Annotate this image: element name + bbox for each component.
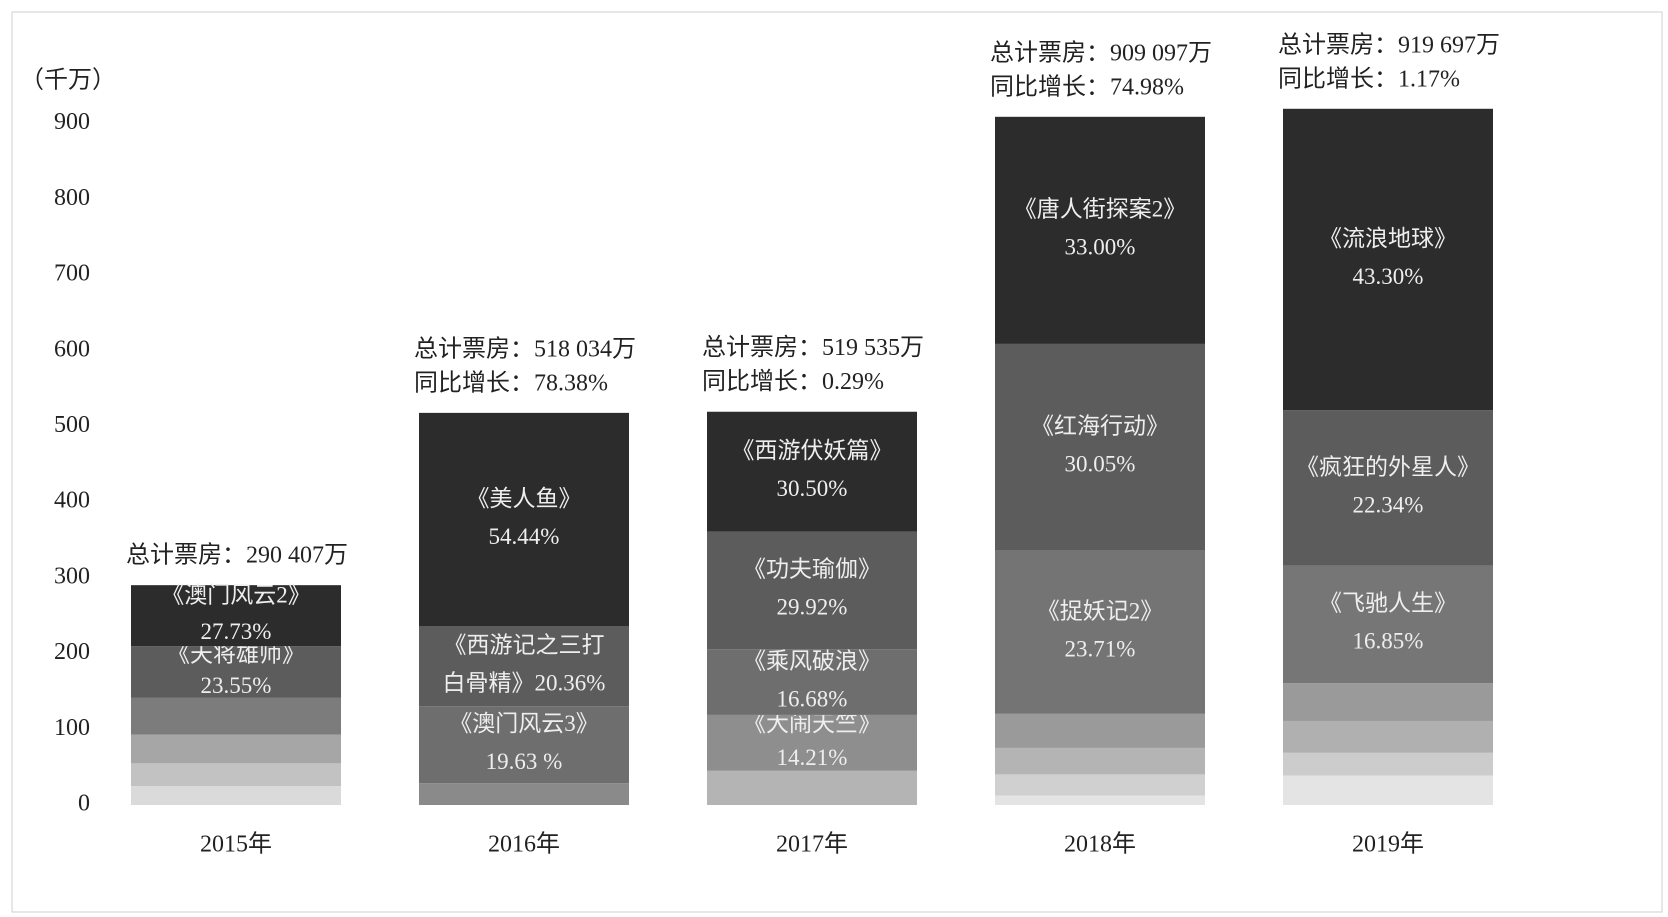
bar-segment [995, 550, 1205, 714]
segment-label: 23.71% [1065, 637, 1136, 662]
segment-label: 《捉妖记2》 [1037, 599, 1164, 624]
bar-segment [1283, 752, 1493, 776]
segment-label: 29.92% [777, 595, 848, 620]
segment-label: 22.34% [1353, 492, 1424, 517]
y-tick-label: 200 [54, 639, 90, 665]
segment-label: 《功夫瑜伽》 [743, 557, 881, 582]
x-tick-label: 2015年 [200, 831, 272, 858]
bar-segment [1283, 108, 1493, 411]
y-tick-label: 300 [54, 563, 90, 589]
segment-label: 《澳门风云3》 [449, 711, 599, 736]
y-tick-label: 100 [54, 715, 90, 741]
segment-label: 27.73% [201, 619, 272, 644]
total-annotation: 同比增长：1.17% [1278, 65, 1460, 92]
segment-label: 《唐人街探案2》 [1014, 197, 1187, 222]
bar-segment [1283, 565, 1493, 684]
bar-segment [131, 786, 341, 805]
total-annotation: 总计票房：919 697万 [1278, 31, 1500, 58]
segment-label: 《乘风破浪》 [743, 648, 881, 673]
segment-label: 《美人鱼》 [467, 486, 582, 511]
x-tick-label: 2017年 [776, 831, 848, 858]
y-tick-label: 0 [78, 791, 90, 817]
segment-label: 16.68% [777, 686, 848, 711]
segment-label: 43.30% [1353, 264, 1424, 289]
segment-label: 30.50% [777, 476, 848, 501]
total-annotation: 总计票房：518 034万 [414, 335, 636, 362]
x-tick-label: 2018年 [1064, 831, 1136, 858]
bar-segment [995, 795, 1205, 805]
bar-segment [131, 646, 341, 698]
bar-segment [707, 531, 917, 650]
segment-label: 《西游伏妖篇》 [732, 438, 893, 463]
total-annotation: 总计票房：519 535万 [702, 334, 924, 361]
bar-segment [131, 585, 341, 647]
total-annotation: 同比增长：78.38% [414, 369, 608, 396]
total-annotation: 同比增长：74.98% [990, 73, 1184, 100]
bar-segment [995, 116, 1205, 344]
segment-label: 30.05% [1065, 452, 1136, 477]
segment-label: 16.85% [1353, 629, 1424, 654]
total-annotation: 同比增长：0.29% [702, 368, 884, 395]
bar-segment [995, 774, 1205, 796]
bar-segment [995, 713, 1205, 748]
bar-segment [707, 770, 917, 805]
total-annotation: 总计票房：290 407万 [126, 542, 348, 569]
bar-segment [419, 706, 629, 784]
y-tick-label: 700 [54, 261, 90, 287]
bar-segment [1283, 720, 1493, 753]
y-tick-label: 500 [54, 412, 90, 438]
segment-label: 54.44% [489, 524, 560, 549]
segment-label: 33.00% [1065, 235, 1136, 260]
x-tick-label: 2016年 [488, 831, 560, 858]
bar-segment [707, 714, 917, 771]
segment-label: 《流浪地球》 [1319, 226, 1457, 251]
segment-label: 《大闹天竺》 [743, 711, 881, 736]
y-tick-label: 900 [54, 109, 90, 135]
bar-segment [131, 734, 341, 764]
y-tick-label: 600 [54, 336, 90, 362]
segment-label: 《疯狂的外星人》 [1296, 454, 1480, 479]
y-tick-label: 800 [54, 185, 90, 211]
y-axis-label: （千万） [20, 67, 116, 94]
bar-segment [419, 626, 629, 707]
frame [11, 11, 1663, 913]
total-annotation: 总计票房：909 097万 [990, 39, 1212, 66]
bar-segment [131, 763, 341, 787]
segment-label: 《红海行动》 [1031, 414, 1169, 439]
bar-segment [707, 411, 917, 532]
bar-segment [419, 412, 629, 627]
segment-label: 14.21% [777, 745, 848, 770]
bar-segment [1283, 775, 1493, 805]
segment-label: 白骨精》20.36% [443, 671, 606, 696]
x-tick-label: 2019年 [1352, 831, 1424, 858]
segment-label: 《西游记之三打 [444, 633, 605, 658]
segment-label: 《澳门风云2》 [161, 583, 311, 608]
bar-segment [131, 697, 341, 735]
bar-segment [419, 783, 629, 805]
segment-label: 19.63 % [486, 749, 563, 774]
bar-segment [707, 649, 917, 715]
y-tick-label: 400 [54, 488, 90, 514]
bar-segment [1283, 410, 1493, 566]
bar-segment [995, 747, 1205, 775]
bar-segment [995, 343, 1205, 551]
bar-segment [1283, 683, 1493, 721]
segment-label: 23.55% [201, 673, 272, 698]
segment-label: 《飞驰人生》 [1319, 591, 1457, 616]
